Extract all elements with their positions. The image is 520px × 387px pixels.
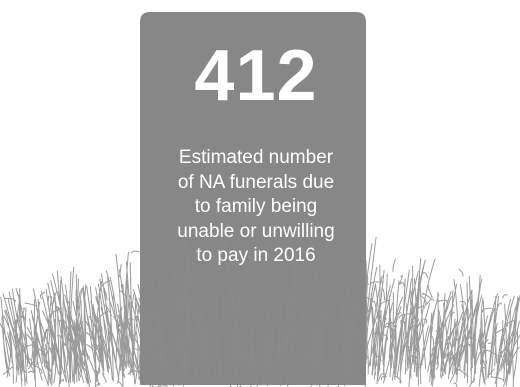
caption: Estimated number of NA funerals due to f… bbox=[148, 146, 364, 269]
caption-line: Estimated number bbox=[178, 147, 334, 168]
caption-line: unable or unwilling bbox=[177, 220, 335, 242]
caption-line: of NA funerals due bbox=[177, 171, 335, 193]
caption-line: to pay in 2016 bbox=[196, 245, 316, 266]
funeral-count: 412 bbox=[194, 36, 318, 116]
grass-icon bbox=[0, 219, 520, 387]
grass-strokes bbox=[0, 219, 520, 387]
caption-line: to family being bbox=[194, 196, 318, 217]
